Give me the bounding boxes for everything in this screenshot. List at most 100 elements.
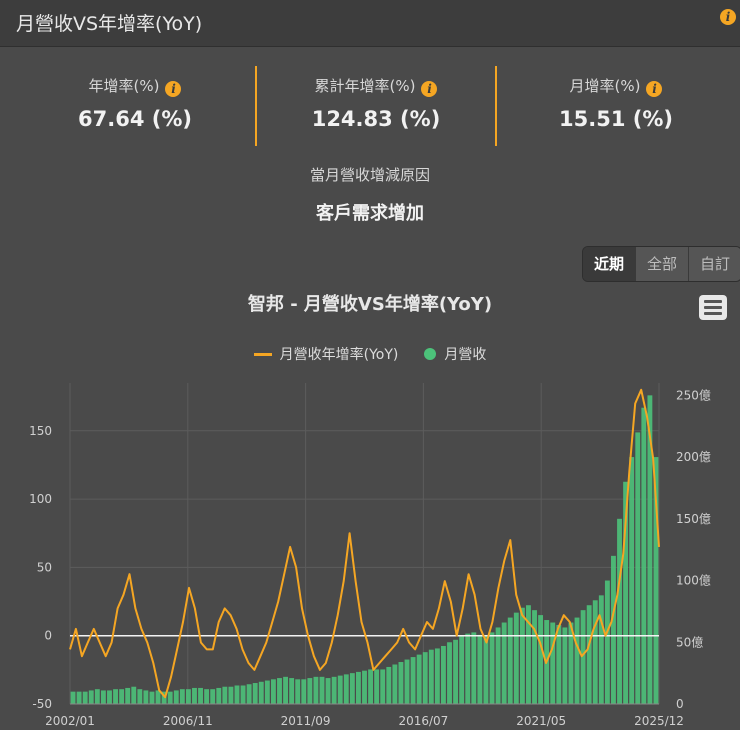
range-selector: 近期 全部 自訂 (582, 246, 740, 282)
line-swatch-icon (253, 352, 272, 356)
yoy-revenue-chart: 150 100 50 0 -50 250億 200億 150億 100億 50億 0 2002/01 2… (29, 383, 711, 728)
reason-label: 當月營收增減原因 (309, 166, 430, 184)
revenue-bar (441, 645, 446, 704)
revenue-bar (155, 690, 161, 704)
reason-value: 客戶需求增加 (316, 203, 424, 224)
stat-cumulative-value: 124.83 (%) (311, 107, 441, 131)
stat-cumulative-label-text: 累計年增率(%) (314, 77, 416, 95)
stat-yoy: 年增率(%) i 67.64 (%) (15, 75, 255, 131)
revenue-bar (325, 678, 331, 704)
x-tick-label: 2011/09 (281, 714, 331, 728)
revenue-bar (580, 610, 586, 704)
stat-divider (255, 66, 257, 146)
stat-mom-value: 15.51 (%) (559, 107, 673, 131)
revenue-bar (434, 648, 440, 704)
revenue-bar (185, 689, 191, 704)
stat-cumulative-yoy: 累計年增率(%) i 124.83 (%) (256, 75, 496, 131)
legend-item-yoy[interactable]: 月營收年增率(YoY) (253, 344, 398, 364)
range-recent-button[interactable]: 近期 (583, 247, 636, 281)
revenue-bar (386, 666, 392, 704)
revenue-bar (604, 580, 610, 704)
x-tick-label: 2016/07 (398, 714, 448, 728)
revenue-bar (204, 689, 210, 704)
revenue-bar (228, 686, 234, 704)
revenue-bar (270, 679, 276, 704)
revenue-bar (240, 685, 246, 704)
revenue-bar (362, 670, 367, 704)
y-right-tick-label: 0 (676, 697, 684, 711)
revenue-bar (131, 686, 137, 704)
revenue-bar (94, 689, 100, 704)
revenue-bar (76, 691, 82, 704)
revenue-bar (210, 689, 216, 704)
range-all-button[interactable]: 全部 (636, 247, 689, 281)
revenue-bar (598, 595, 604, 704)
legend-item-revenue[interactable]: 月營收 (424, 344, 486, 364)
stat-cumulative-label: 累計年增率(%) i (256, 75, 496, 97)
revenue-bar (507, 617, 513, 704)
y-left-tick-label: 0 (44, 629, 52, 643)
revenue-bar (459, 636, 465, 704)
revenue-bar (428, 649, 434, 704)
revenue-bar (556, 624, 562, 704)
revenue-bar (313, 676, 319, 704)
x-tick-label: 2021/05 (516, 714, 566, 728)
info-icon[interactable]: i (421, 81, 438, 97)
revenue-bar (119, 689, 125, 704)
stat-mom: 月增率(%) i 15.51 (%) (496, 75, 736, 131)
revenue-bar (447, 642, 452, 704)
revenue-bar (380, 669, 386, 704)
revenue-bar (283, 676, 288, 704)
revenue-bar (392, 664, 398, 704)
revenue-bar (88, 690, 94, 704)
y-left-tick-label: 150 (29, 424, 52, 438)
revenue-bar (246, 684, 252, 704)
revenue-bar (179, 689, 185, 704)
revenue-bar (337, 675, 343, 704)
revenue-bar (374, 669, 380, 704)
revenue-bar (562, 627, 568, 704)
revenue-bar (592, 600, 598, 704)
y-left-tick-label: 100 (29, 492, 52, 506)
revenue-bar (526, 605, 531, 704)
range-custom-button[interactable]: 自訂 (689, 247, 740, 281)
revenue-bar (234, 685, 240, 704)
revenue-bar (568, 622, 574, 704)
revenue-bar (319, 676, 325, 704)
revenue-bar (277, 678, 282, 704)
revenue-bar (623, 481, 629, 704)
revenue-bar (483, 636, 489, 704)
revenue-bar (331, 676, 337, 704)
info-icon[interactable]: i (720, 9, 736, 25)
x-tick-label: 2025/12 (634, 714, 684, 728)
stat-divider (495, 66, 497, 146)
revenue-bar (258, 681, 264, 704)
revenue-bar (289, 678, 295, 704)
revenue-bar (137, 689, 143, 704)
revenue-bar (647, 395, 653, 704)
x-tick-label: 2002/01 (45, 714, 95, 728)
header-bar: 月營收VS年增率(YoY) i (0, 0, 740, 47)
revenue-bar (252, 683, 258, 704)
revenue-bar (167, 691, 173, 704)
revenue-bar (550, 622, 556, 704)
page-title: 月營收VS年增率(YoY) (16, 13, 203, 35)
revenue-bar (465, 633, 471, 704)
revenue-bar (495, 627, 501, 704)
revenue-bar (629, 457, 635, 704)
revenue-bar (100, 690, 106, 704)
hamburger-menu-icon[interactable] (699, 295, 727, 320)
revenue-bar (410, 657, 416, 704)
revenue-bar (538, 615, 544, 704)
y-right-tick-label: 150億 (676, 512, 711, 526)
revenue-bar (125, 687, 131, 704)
y-right-tick-label: 50億 (676, 635, 703, 649)
info-icon[interactable]: i (646, 81, 663, 97)
revenue-bar (519, 607, 525, 704)
revenue-bar (368, 669, 374, 704)
revenue-bar (489, 632, 495, 704)
y-left-tick-label: 50 (37, 560, 52, 574)
info-icon[interactable]: i (165, 81, 182, 97)
revenue-bar (574, 617, 580, 704)
revenue-bar (173, 690, 179, 704)
